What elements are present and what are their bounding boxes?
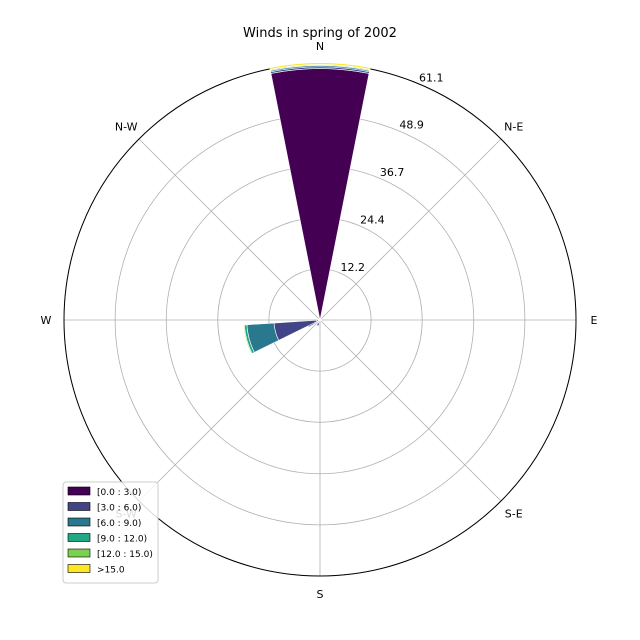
legend-swatch-5 xyxy=(67,548,91,558)
radial-tick-label-4: 48.9 xyxy=(399,119,424,132)
legend-swatch-3 xyxy=(67,517,91,527)
bar-sector-8-bin-5 xyxy=(243,324,253,355)
bar-sector-10-bin-2 xyxy=(318,318,321,320)
angular-gridline-s-w xyxy=(138,319,321,502)
legend-label-6: >15.0 xyxy=(97,566,125,576)
legend-swatch-2 xyxy=(67,502,91,511)
chart-title: Winds in spring of 2002 xyxy=(243,26,397,41)
bar-sector-8-bin-2 xyxy=(273,319,318,341)
legend-label-4: [9.0 : 12.0) xyxy=(97,535,147,545)
direction-label-n: N xyxy=(316,40,324,53)
bar-sector-6-bin-3 xyxy=(315,324,320,327)
legend-label-3: [6.0 : 9.0) xyxy=(97,519,141,529)
legend-label-5: [12.0 : 15.0) xyxy=(97,550,153,560)
direction-label-s: S xyxy=(317,588,324,601)
bar-sector-2-bin-2 xyxy=(319,317,322,320)
radial-tick-label-1: 12.2 xyxy=(341,261,366,274)
bar-sector-3-bin-2 xyxy=(320,318,322,321)
windrose-bars xyxy=(243,62,371,355)
angular-gridline-s-e xyxy=(319,319,502,502)
radial-tick-label-5: 61.1 xyxy=(419,71,444,84)
direction-label-n-e: N-E xyxy=(504,120,523,133)
bar-sector-1-bin-6 xyxy=(269,62,371,70)
radial-tick-label-2: 24.4 xyxy=(360,214,385,227)
direction-label-w: W xyxy=(41,314,52,327)
radial-tick-label-3: 36.7 xyxy=(380,166,405,179)
direction-label-e: E xyxy=(591,314,598,327)
polar-grid xyxy=(63,63,577,577)
legend: [0.0 : 3.0) [3.0 : 6.0) [6.0 : 9.0) [9.0 : … xyxy=(62,481,159,584)
legend-swatch-6 xyxy=(67,564,91,573)
bar-sector-9-bin-2 xyxy=(317,318,320,321)
bar-sector-5-bin-2 xyxy=(320,320,322,322)
direction-label-n-w: N-W xyxy=(115,120,138,133)
legend-swatch-4 xyxy=(67,533,91,542)
legend-label-1: [0.0 : 3.0) xyxy=(97,488,141,498)
direction-label-s-e: S-E xyxy=(505,508,523,521)
legend-swatch-1 xyxy=(67,486,91,496)
angular-gridline-n-w xyxy=(138,138,321,321)
legend-label-2: [3.0 : 6.0) xyxy=(97,504,141,514)
angular-gridline-n-e xyxy=(319,138,502,321)
